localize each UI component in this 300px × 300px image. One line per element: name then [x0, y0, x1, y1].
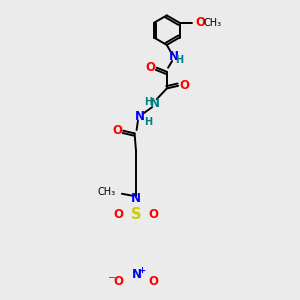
- Text: N: N: [131, 192, 141, 205]
- Text: S: S: [131, 207, 141, 222]
- Text: +: +: [139, 266, 145, 275]
- Text: −: −: [108, 273, 116, 283]
- Text: O: O: [195, 16, 205, 29]
- Text: N: N: [169, 50, 178, 64]
- Text: O: O: [146, 61, 156, 74]
- Text: O: O: [112, 124, 122, 137]
- Text: O: O: [148, 208, 158, 221]
- Text: CH₃: CH₃: [204, 18, 222, 28]
- Text: H: H: [145, 97, 153, 107]
- Text: CH₃: CH₃: [97, 187, 115, 197]
- Text: O: O: [113, 275, 124, 288]
- Text: O: O: [179, 79, 189, 92]
- Text: O: O: [113, 208, 124, 221]
- Text: N: N: [150, 97, 160, 110]
- Text: N: N: [135, 110, 145, 123]
- Text: N: N: [132, 268, 142, 281]
- Text: O: O: [148, 275, 158, 288]
- Text: H: H: [175, 55, 183, 65]
- Text: H: H: [144, 117, 152, 127]
